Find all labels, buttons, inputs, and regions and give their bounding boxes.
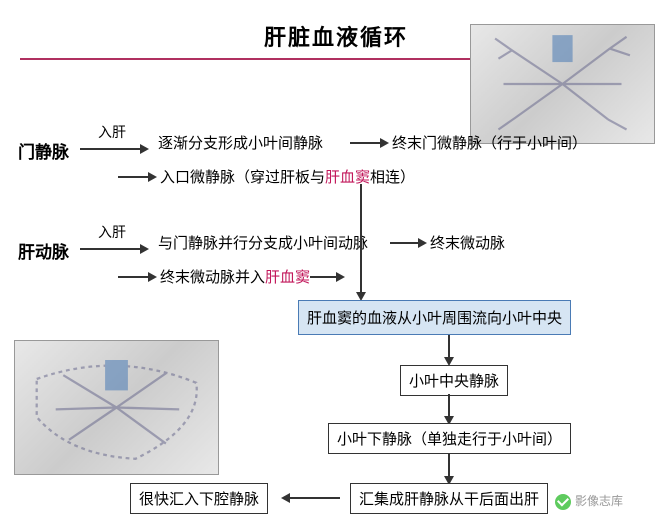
portal-vein-label: 门静脉: [18, 138, 69, 163]
ha-branch2: 终末微动脉并入肝血窦: [160, 266, 310, 287]
sinusoid-flow-box: 肝血窦的血液从小叶周围流向小叶中央: [298, 300, 571, 335]
into-liver-label-1: 入肝: [98, 122, 126, 142]
diagram-canvas: 门静脉 入肝 逐渐分支形成小叶间静脉 终末门微静脉（行于小叶间） 入口微静脉（穿…: [0, 60, 672, 500]
liver-vessel-illustration-top: [470, 24, 655, 144]
watermark: 影像志库: [555, 492, 623, 510]
hepatic-vein-box: 汇集成肝静脉从干后面出肝: [350, 483, 548, 514]
sinusoid-hl-2: 肝血窦: [265, 269, 310, 286]
into-liver-label-2: 入肝: [98, 222, 126, 242]
central-vein-box: 小叶中央静脉: [400, 365, 508, 396]
hepatic-artery-label: 肝动脉: [18, 238, 69, 263]
sinusoid-hl-1: 肝血窦: [325, 169, 370, 186]
ha-branch1-a: 与门静脉并行分支成小叶间动脉: [158, 232, 368, 253]
liver-vessel-illustration-bottom: [14, 340, 219, 475]
pv-branch2: 入口微静脉（穿过肝板与肝血窦相连）: [160, 166, 415, 187]
ha-branch1-b: 终末微动脉: [430, 232, 505, 253]
wechat-icon: [555, 494, 571, 510]
pv-branch1-b: 终末门微静脉（行于小叶间）: [392, 132, 587, 153]
ivc-box: 很快汇入下腔静脉: [130, 483, 268, 514]
sublobular-vein-box: 小叶下静脉（单独走行于小叶间）: [328, 423, 571, 454]
pv-branch1-a: 逐渐分支形成小叶间静脉: [158, 132, 323, 153]
